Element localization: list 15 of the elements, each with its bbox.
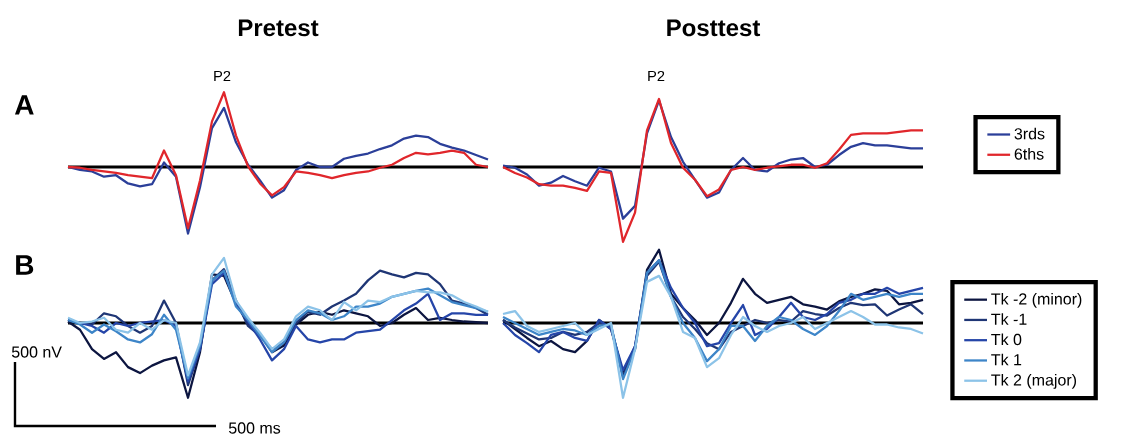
legend-label: Tk 0	[991, 333, 1022, 346]
legend-label: Tk 2 (major)	[991, 373, 1077, 389]
text: P2	[648, 70, 665, 82]
text: 500 ms	[228, 422, 281, 434]
chart-title: Posttest	[667, 19, 761, 37]
text: B	[16, 255, 34, 275]
legend-label: 6ths	[1014, 147, 1044, 160]
legend-label: Tk -1	[991, 313, 1027, 325]
text: 500 nV	[11, 346, 62, 358]
text: A	[14, 95, 34, 115]
chart-title: Pretest	[238, 19, 319, 37]
legend-label: Tk 1	[991, 353, 1022, 366]
legend-label: 3rds	[1014, 127, 1045, 140]
text: P2	[214, 70, 231, 82]
legend-label: Tk -2 (minor)	[991, 292, 1082, 308]
